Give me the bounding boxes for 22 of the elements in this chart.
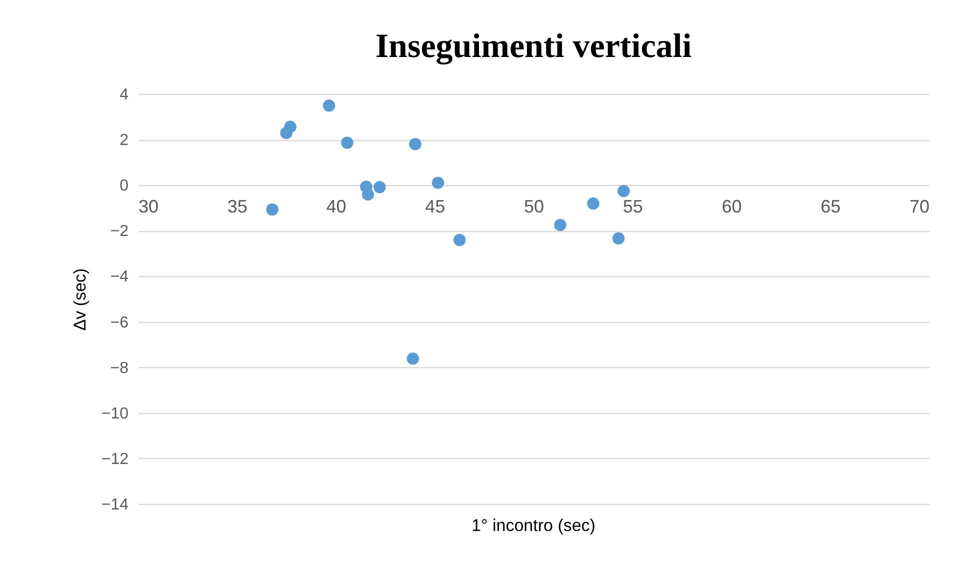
y-axis-title: Δv (sec) xyxy=(70,268,90,331)
x-tick-label: 30 xyxy=(138,196,159,217)
x-tick-label: 50 xyxy=(524,196,544,217)
y-tick-label: 0 xyxy=(120,178,129,195)
x-tick-label: 70 xyxy=(909,196,930,217)
y-tick-label: −2 xyxy=(110,223,129,240)
x-tick-label: 55 xyxy=(622,196,643,217)
x-tick-label: 40 xyxy=(326,196,346,217)
y-tick-label: −12 xyxy=(101,450,129,468)
x-tick-label: 60 xyxy=(722,196,742,217)
x-tick-label: 35 xyxy=(227,196,248,217)
y-tick-label: 2 xyxy=(120,132,129,150)
chart-title: Inseguimenti verticali xyxy=(375,28,692,65)
x-tick-label: 65 xyxy=(820,196,841,217)
x-tick-label: 45 xyxy=(425,196,446,217)
y-tick-label: 4 xyxy=(120,86,129,104)
y-tick-label: −10 xyxy=(101,405,129,422)
y-tick-label: −6 xyxy=(110,314,129,332)
y-tick-label: −4 xyxy=(110,268,129,286)
x-axis-title: 1° incontro (sec) xyxy=(472,516,596,535)
y-tick-label: −14 xyxy=(101,496,129,514)
y-tick-label: −8 xyxy=(110,360,129,377)
